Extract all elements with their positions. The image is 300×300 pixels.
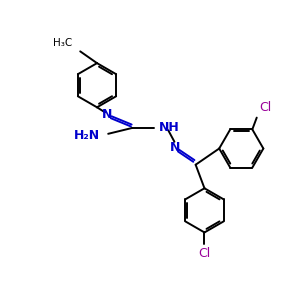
Text: N: N bbox=[170, 141, 180, 154]
Text: N: N bbox=[102, 108, 112, 121]
Text: Cl: Cl bbox=[198, 247, 211, 260]
Text: NH: NH bbox=[159, 122, 180, 134]
Text: Cl: Cl bbox=[260, 101, 272, 114]
Text: H₂N: H₂N bbox=[74, 129, 100, 142]
Text: H₃C: H₃C bbox=[53, 38, 73, 47]
